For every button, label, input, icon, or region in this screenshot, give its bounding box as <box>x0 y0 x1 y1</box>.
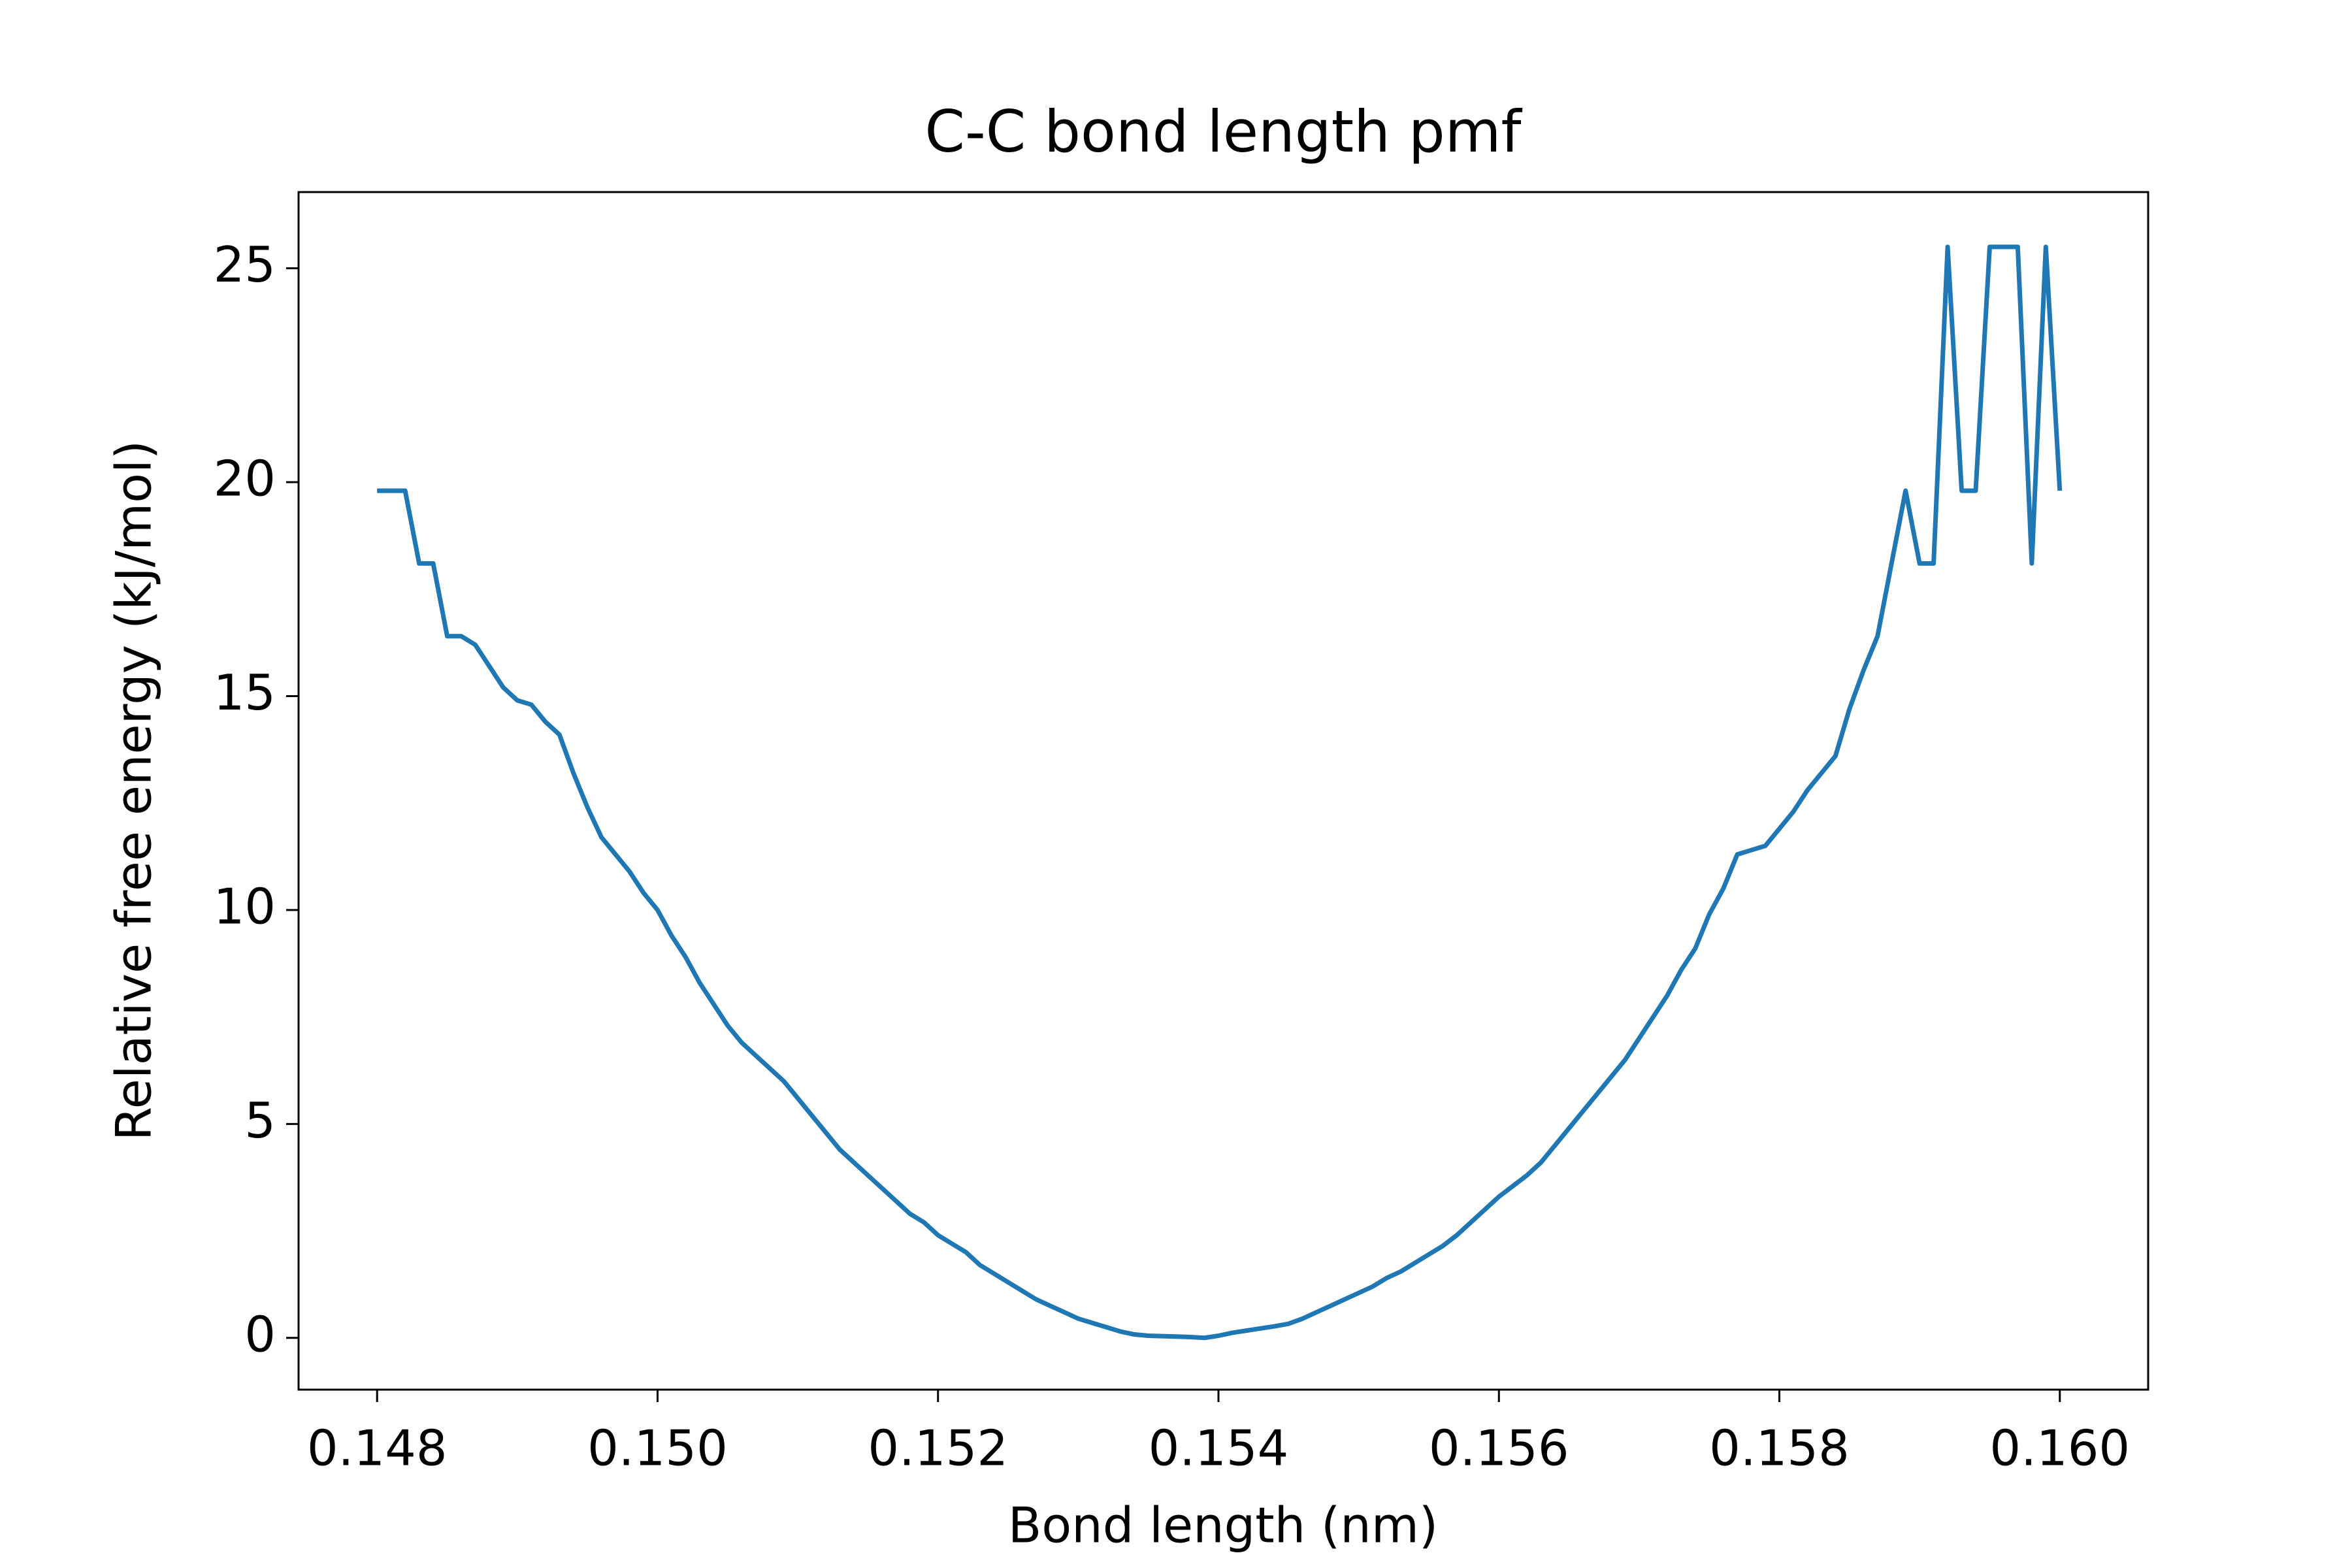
x-tick-label: 0.158 <box>1709 1420 1850 1477</box>
y-tick-label: 5 <box>244 1092 276 1149</box>
x-tick-label: 0.152 <box>868 1420 1008 1477</box>
x-tick-label: 0.154 <box>1149 1420 1289 1477</box>
x-tick-label: 0.148 <box>307 1420 448 1477</box>
chart-title: C-C bond length pmf <box>925 98 1523 165</box>
data-line <box>377 244 2063 1341</box>
y-tick-label: 20 <box>214 450 276 508</box>
y-tick-label: 15 <box>214 664 276 721</box>
plot-frame <box>297 191 2149 1391</box>
x-tick-label: 0.156 <box>1429 1420 1569 1477</box>
x-axis-label: Bond length (nm) <box>1008 1497 1438 1554</box>
y-tick-label: 25 <box>214 236 276 293</box>
y-tick-label: 10 <box>214 877 276 935</box>
y-axis-label: Relative free energy (kJ/mol) <box>105 440 163 1141</box>
x-tick-label: 0.160 <box>1989 1420 2130 1477</box>
x-tick-label: 0.150 <box>587 1420 728 1477</box>
y-tick-label: 0 <box>244 1305 276 1363</box>
